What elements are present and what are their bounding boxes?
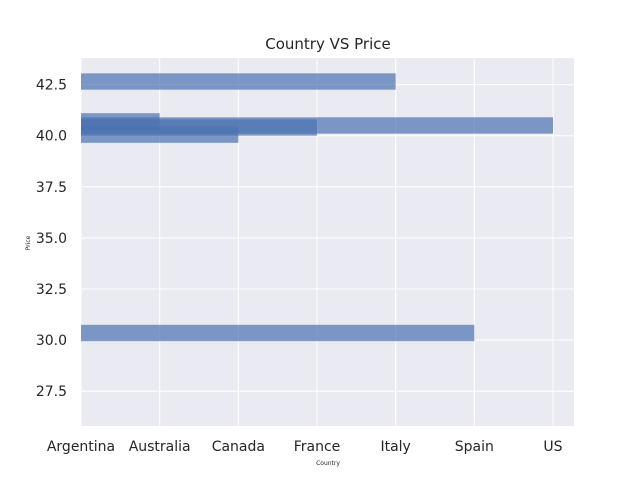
x-tick-label: Canada [212,439,265,455]
x-tick-label: Italy [380,439,410,455]
x-tick-label: Australia [129,439,191,455]
x-tick-labels: Argentina Australia Canada France Italy Spain… [47,439,563,455]
chart-title: Country VS Price [265,35,391,53]
x-tick-label: US [543,439,562,455]
x-tick-label: France [294,439,341,455]
x-tick-label: Argentina [47,439,115,455]
y-axis-label: Price [25,235,32,250]
y-tick-label: 42.5 [36,78,67,94]
y-tick-label: 40.0 [36,129,67,145]
x-axis-label: Country [316,460,340,467]
y-tick-labels: 27.5 30.0 32.5 35.0 37.5 40.0 42.5 [36,78,67,401]
y-tick-label: 30.0 [36,333,67,349]
y-tick-label: 32.5 [36,282,67,298]
y-tick-label: 37.5 [36,180,67,196]
x-tick-label: Spain [455,439,494,455]
bar [81,126,239,143]
bar [81,113,160,130]
bar [81,73,396,90]
bars [81,73,553,342]
y-tick-label: 27.5 [36,384,67,400]
bar [81,324,475,342]
y-tick-label: 35.0 [36,231,67,247]
